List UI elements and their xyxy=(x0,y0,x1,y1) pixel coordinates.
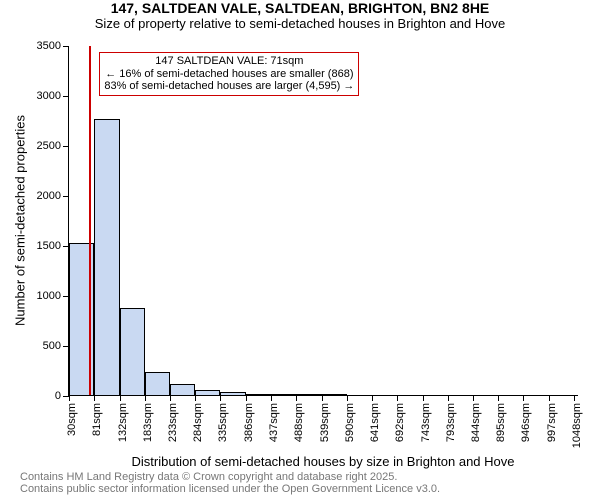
y-tick-label: 500 xyxy=(43,340,69,352)
y-tick-label: 0 xyxy=(55,390,69,402)
x-tick xyxy=(246,395,247,401)
x-tick xyxy=(448,395,449,401)
histogram-bar xyxy=(94,119,119,395)
x-tick xyxy=(69,395,70,401)
x-axis-label: Distribution of semi-detached houses by … xyxy=(68,454,578,469)
x-tick-label: 844sqm xyxy=(470,403,482,442)
x-tick-label: 1048sqm xyxy=(571,403,583,448)
x-tick-label: 895sqm xyxy=(495,403,507,442)
histogram-bar xyxy=(220,392,245,396)
x-tick-label: 997sqm xyxy=(546,403,558,442)
x-tick-label: 81sqm xyxy=(91,403,103,436)
chart-subtitle: Size of property relative to semi-detach… xyxy=(0,16,600,31)
x-tick-label: 437sqm xyxy=(268,403,280,442)
histogram-bar xyxy=(246,394,271,396)
x-tick xyxy=(397,395,398,401)
x-tick xyxy=(94,395,95,401)
credit-line2: Contains public sector information licen… xyxy=(20,483,440,496)
x-tick xyxy=(220,395,221,401)
y-tick-label: 3000 xyxy=(37,90,69,102)
x-tick xyxy=(271,395,272,401)
x-tick xyxy=(372,395,373,401)
y-tick-label: 3500 xyxy=(37,40,69,52)
plot-inner: 147 SALTDEAN VALE: 71sqm ← 16% of semi-d… xyxy=(69,46,578,395)
annotation-line1: 147 SALTDEAN VALE: 71sqm xyxy=(104,55,354,68)
x-tick xyxy=(322,395,323,401)
x-tick-label: 946sqm xyxy=(520,403,532,442)
x-tick-label: 539sqm xyxy=(319,403,331,442)
histogram-bar xyxy=(170,384,195,395)
marker-line xyxy=(89,46,91,395)
histogram-bar xyxy=(322,394,347,395)
credit-line1: Contains HM Land Registry data © Crown c… xyxy=(20,471,440,484)
annotation-box: 147 SALTDEAN VALE: 71sqm ← 16% of semi-d… xyxy=(99,52,359,96)
x-tick xyxy=(170,395,171,401)
x-tick-label: 743sqm xyxy=(420,403,432,442)
y-tick-label: 2500 xyxy=(37,140,69,152)
x-tick-label: 233sqm xyxy=(167,403,179,442)
x-tick xyxy=(473,395,474,401)
histogram-bar xyxy=(145,372,170,395)
x-tick-label: 132sqm xyxy=(117,403,129,442)
x-tick xyxy=(145,395,146,401)
x-tick-label: 488sqm xyxy=(293,403,305,442)
x-tick xyxy=(195,395,196,401)
x-tick-label: 284sqm xyxy=(192,403,204,442)
credit-text: Contains HM Land Registry data © Crown c… xyxy=(20,471,440,496)
x-tick-label: 386sqm xyxy=(243,403,255,442)
x-tick-label: 30sqm xyxy=(66,403,78,436)
histogram-bar xyxy=(271,394,296,395)
x-tick-label: 641sqm xyxy=(369,403,381,442)
y-tick-label: 2000 xyxy=(37,190,69,202)
y-axis-label: Number of semi-detached properties xyxy=(13,101,28,341)
annotation-line2: ← 16% of semi-detached houses are smalle… xyxy=(104,68,354,81)
plot-area: 147 SALTDEAN VALE: 71sqm ← 16% of semi-d… xyxy=(68,46,578,396)
x-tick-label: 793sqm xyxy=(445,403,457,442)
annotation-line3: 83% of semi-detached houses are larger (… xyxy=(104,80,354,93)
x-tick xyxy=(574,395,575,401)
histogram-bar xyxy=(195,390,220,396)
x-tick-label: 335sqm xyxy=(217,403,229,442)
x-tick-label: 183sqm xyxy=(142,403,154,442)
x-tick-label: 692sqm xyxy=(394,403,406,442)
x-tick xyxy=(549,395,550,401)
x-tick xyxy=(120,395,121,401)
chart-title: 147, SALTDEAN VALE, SALTDEAN, BRIGHTON, … xyxy=(0,0,600,16)
y-tick-label: 1000 xyxy=(37,290,69,302)
x-tick xyxy=(423,395,424,401)
x-tick xyxy=(296,395,297,401)
y-tick-label: 1500 xyxy=(37,240,69,252)
x-tick-label: 590sqm xyxy=(344,403,356,442)
x-tick xyxy=(523,395,524,401)
x-tick xyxy=(498,395,499,401)
histogram-bar xyxy=(120,308,145,395)
x-tick xyxy=(347,395,348,401)
histogram-bar xyxy=(296,394,321,395)
